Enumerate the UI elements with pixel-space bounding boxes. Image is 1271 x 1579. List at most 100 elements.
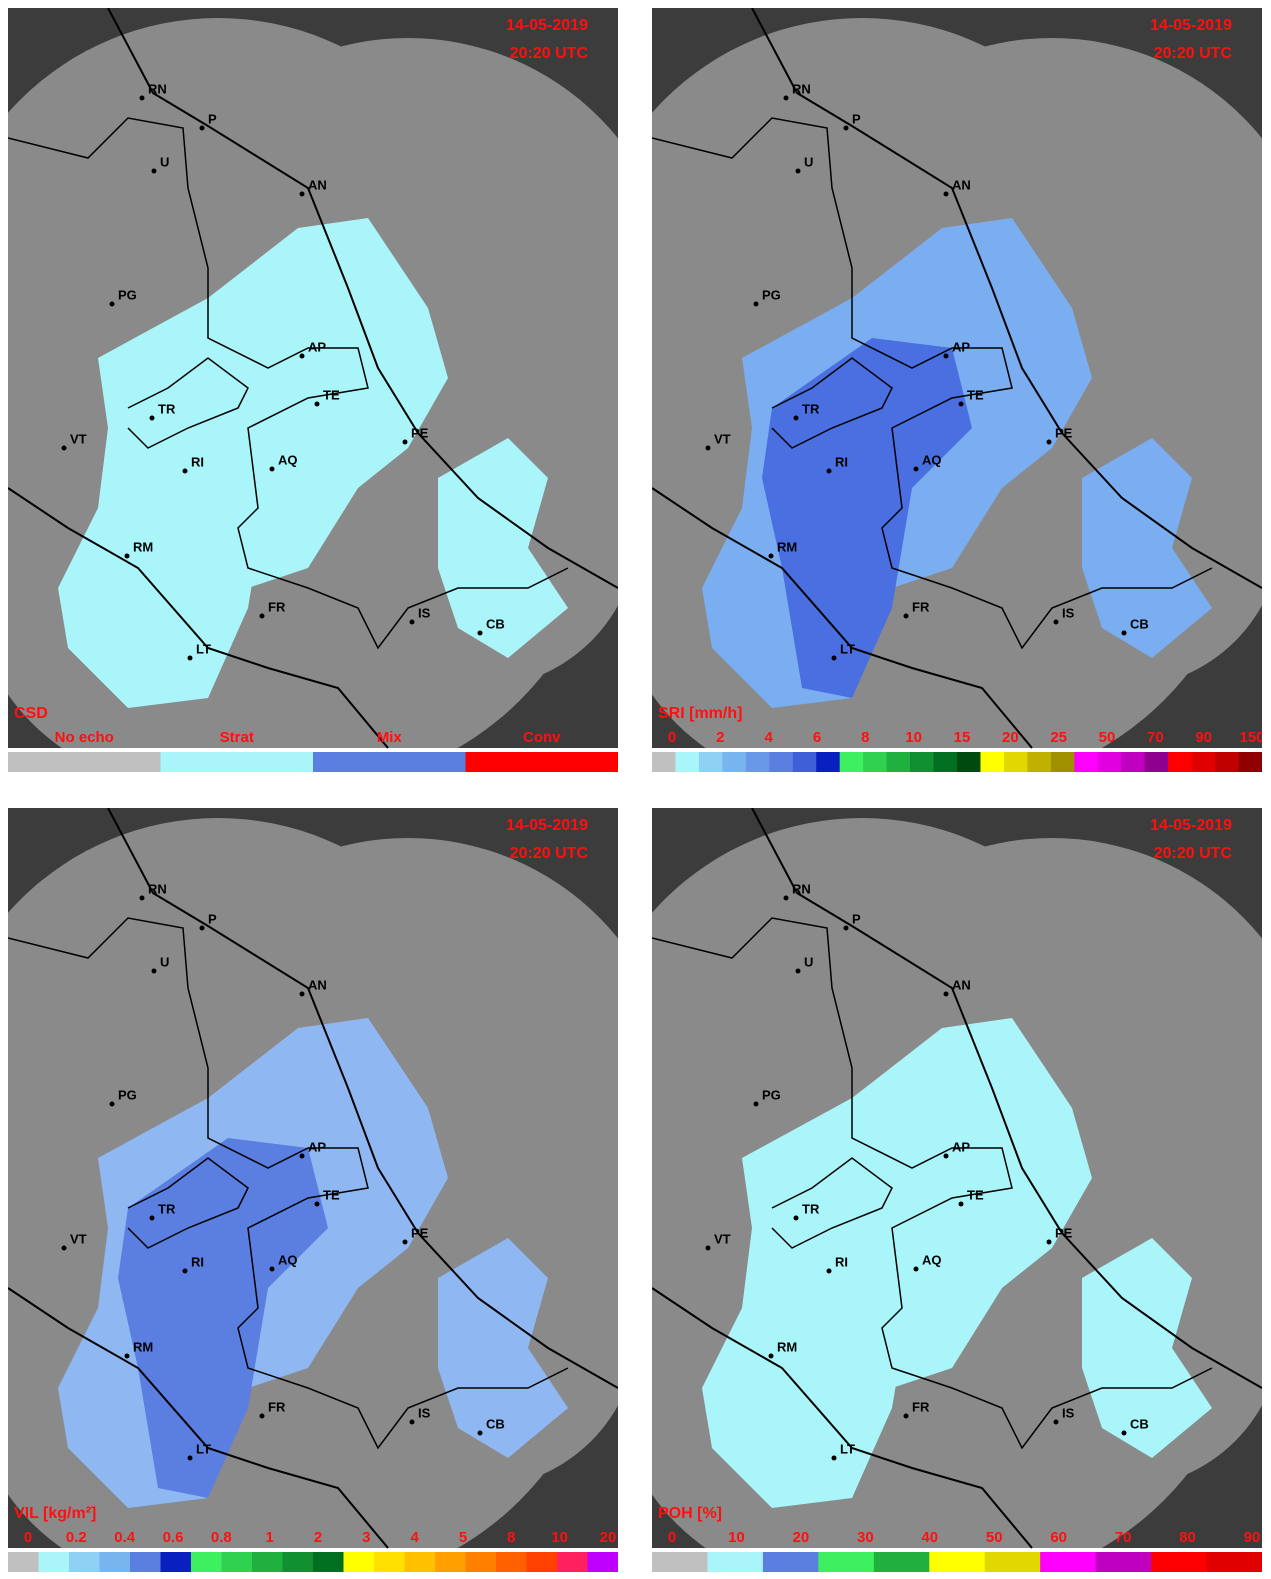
city-label: IS (1062, 1405, 1075, 1420)
city-label: P (852, 111, 861, 126)
city-label: RI (835, 454, 848, 469)
city-label: RN (148, 81, 167, 96)
city-label: LT (840, 641, 855, 656)
city-dot (110, 302, 115, 307)
colorbar-swatch (313, 752, 466, 772)
colorbar-swatch (588, 1552, 619, 1572)
colorbar-swatch (957, 752, 981, 772)
city-dot (150, 416, 155, 421)
colorbar-swatch (707, 1552, 763, 1572)
city-dot (1122, 1431, 1127, 1436)
colorbar-swatch (191, 1552, 222, 1572)
city-label: TE (967, 387, 984, 402)
city-dot (125, 1354, 130, 1359)
city-dot (904, 614, 909, 619)
city-dot (769, 1354, 774, 1359)
city-label: TR (158, 401, 176, 416)
colorbar-swatch (818, 1552, 874, 1572)
city-label: FR (268, 1399, 286, 1414)
city-dot (140, 96, 145, 101)
city-dot (260, 614, 265, 619)
city-dot (1054, 1420, 1059, 1425)
map-panel: RNPUANPGAPTRTEVTPERIAQRMFRISCBLT14-05-20… (652, 808, 1262, 1572)
city-label: CB (1130, 616, 1149, 631)
colorbar-swatch (816, 752, 840, 772)
city-dot (959, 1202, 964, 1207)
city-label: TE (967, 1187, 984, 1202)
colorbar-swatch (1074, 752, 1098, 772)
legend-label: 0.6 (163, 1529, 184, 1546)
city-label: U (160, 154, 169, 169)
colorbar-swatch (39, 1552, 70, 1572)
legend-label: 6 (813, 729, 821, 746)
city-dot (1047, 440, 1052, 445)
legend-label: Conv (523, 729, 561, 746)
date: 14-05-2019 (506, 17, 588, 34)
legend-label: 0.4 (114, 1529, 136, 1546)
city-dot (904, 1414, 909, 1419)
time: 20:20 UTC (510, 845, 589, 862)
legend-title: VIL [kg/m²] (14, 1505, 96, 1522)
time: 20:20 UTC (1154, 845, 1233, 862)
city-label: PE (1055, 425, 1073, 440)
city-label: RM (777, 539, 797, 554)
colorbar-swatch (222, 1552, 253, 1572)
city-label: PG (762, 1087, 781, 1102)
colorbar-swatch (8, 752, 161, 772)
date: 14-05-2019 (1150, 817, 1232, 834)
city-label: FR (912, 599, 930, 614)
city-dot (62, 1246, 67, 1251)
city-label: AQ (922, 452, 942, 467)
colorbar-swatch (722, 752, 746, 772)
city-dot (959, 402, 964, 407)
city-label: CB (486, 616, 505, 631)
city-dot (754, 302, 759, 307)
city-dot (944, 992, 949, 997)
city-label: AQ (922, 1252, 942, 1267)
city-dot (794, 1216, 799, 1221)
city-label: RM (133, 1339, 153, 1354)
city-label: P (208, 911, 217, 926)
time: 20:20 UTC (1154, 45, 1233, 62)
map-panel: RNPUANPGAPTRTEVTPERIAQRMFRISCBLT14-05-20… (8, 808, 618, 1572)
legend-label: Mix (377, 729, 403, 746)
colorbar-swatch (1215, 752, 1239, 772)
colorbar-swatch (840, 752, 864, 772)
legend-label: 90 (1244, 1529, 1261, 1546)
colorbar-swatch (1151, 1552, 1207, 1572)
legend-label: 0 (24, 1529, 32, 1546)
city-dot (200, 926, 205, 931)
city-label: AN (952, 977, 971, 992)
city-dot (769, 554, 774, 559)
city-dot (183, 469, 188, 474)
city-dot (410, 620, 415, 625)
colorbar-swatch (1207, 1552, 1262, 1572)
city-dot (125, 554, 130, 559)
colorbar-swatch (863, 752, 887, 772)
city-dot (832, 656, 837, 661)
city-dot (152, 969, 157, 974)
legend-label: Strat (220, 729, 254, 746)
colorbar-swatch (466, 1552, 497, 1572)
colorbar-swatch (1027, 752, 1051, 772)
city-dot (403, 1240, 408, 1245)
colorbar-swatch (887, 752, 911, 772)
legend-label: 70 (1147, 729, 1164, 746)
city-label: RM (133, 539, 153, 554)
city-label: AN (308, 977, 327, 992)
city-label: TR (802, 401, 820, 416)
city-label: P (852, 911, 861, 926)
legend-label: 80 (1179, 1529, 1196, 1546)
city-label: AP (952, 1139, 970, 1154)
city-dot (478, 631, 483, 636)
city-dot (260, 1414, 265, 1419)
city-label: P (208, 111, 217, 126)
legend-label: 90 (1195, 729, 1212, 746)
colorbar-swatch (910, 752, 934, 772)
colorbar-swatch (8, 1552, 39, 1572)
colorbar-swatch (1040, 1552, 1096, 1572)
city-dot (1122, 631, 1127, 636)
city-dot (140, 896, 145, 901)
city-label: TE (323, 1187, 340, 1202)
city-dot (478, 1431, 483, 1436)
